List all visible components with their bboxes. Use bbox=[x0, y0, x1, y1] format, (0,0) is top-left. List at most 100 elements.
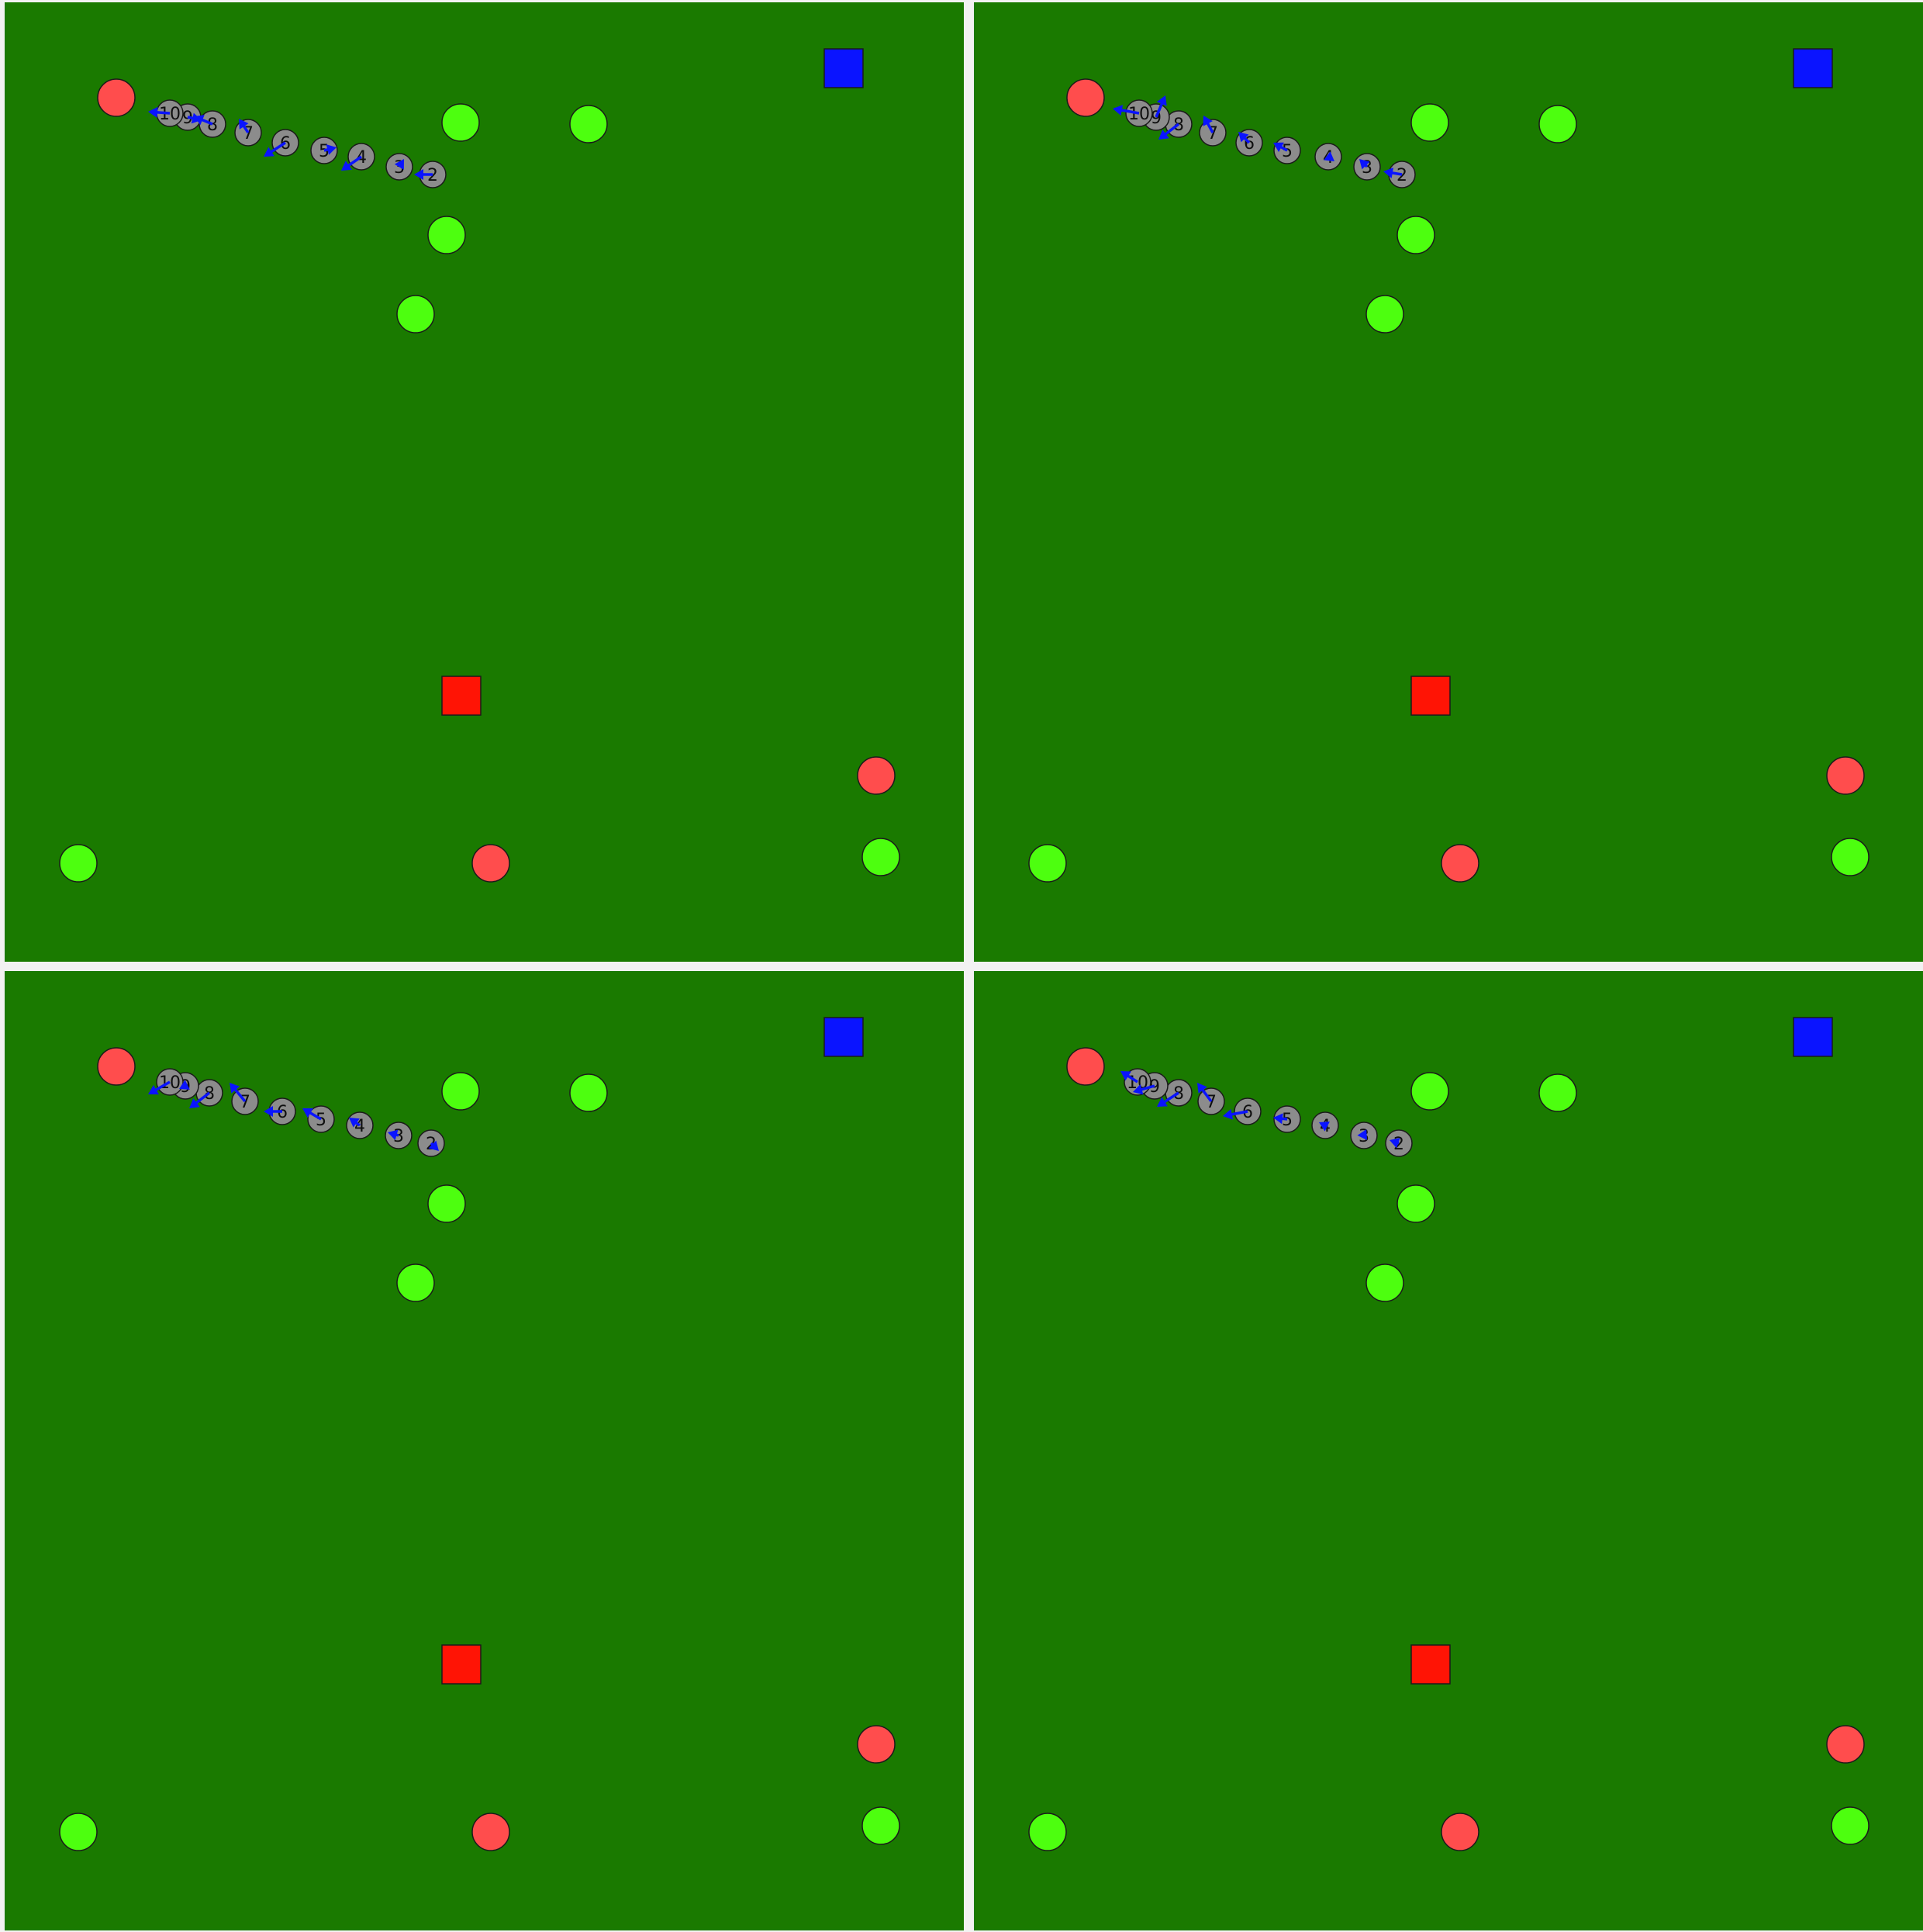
action-arrow-head bbox=[1324, 151, 1334, 161]
red-circle-object bbox=[1066, 78, 1105, 117]
action-arrow bbox=[1319, 1122, 1330, 1132]
action-arrow-head bbox=[1133, 1084, 1144, 1095]
action-arrow bbox=[349, 1118, 361, 1128]
red-circle-object bbox=[1826, 756, 1865, 795]
red-square-goal bbox=[1410, 1644, 1451, 1685]
field-background bbox=[5, 971, 964, 1930]
action-arrow bbox=[239, 119, 250, 133]
action-arrow bbox=[1113, 105, 1140, 116]
action-arrow bbox=[189, 1091, 211, 1108]
step-label: 5 bbox=[1282, 142, 1293, 161]
game-scene-4: 2345678910 bbox=[974, 971, 1923, 1930]
action-arrow bbox=[1158, 123, 1180, 140]
action-arrow bbox=[1157, 1091, 1179, 1107]
step-label: 10 bbox=[159, 105, 181, 124]
action-arrow bbox=[1133, 1084, 1155, 1095]
action-arrow-head bbox=[264, 147, 274, 157]
action-arrow-shaft bbox=[268, 141, 286, 155]
action-arrow bbox=[179, 1080, 190, 1090]
action-arrow-head bbox=[1113, 105, 1124, 116]
green-circle-object bbox=[1028, 1813, 1067, 1851]
action-arrow bbox=[1238, 132, 1251, 144]
action-arrow bbox=[264, 1106, 282, 1117]
action-arrow bbox=[148, 1080, 171, 1095]
action-arrow bbox=[230, 1083, 247, 1103]
green-circle-object bbox=[59, 844, 98, 883]
action-arrow-head bbox=[1197, 1083, 1207, 1094]
action-arrow bbox=[1120, 1071, 1138, 1084]
action-arrow bbox=[1390, 1138, 1400, 1149]
blue-square-goal bbox=[1793, 48, 1833, 88]
step-label: 5 bbox=[316, 1111, 326, 1130]
step-label: 5 bbox=[319, 142, 330, 161]
action-arrow-head bbox=[239, 119, 249, 130]
blue-square-goal bbox=[1793, 1017, 1833, 1057]
action-arrow bbox=[264, 141, 286, 157]
action-arrow-head bbox=[1273, 142, 1284, 152]
game-scene-1: 2345678910 bbox=[5, 2, 964, 962]
red-circle-object bbox=[1441, 1813, 1479, 1851]
action-arrow-head bbox=[1319, 1122, 1330, 1132]
action-arrow bbox=[1273, 142, 1288, 152]
red-circle-object bbox=[97, 78, 136, 117]
green-circle-object bbox=[861, 1806, 900, 1845]
green-circle-object bbox=[441, 103, 480, 142]
action-arrow-head bbox=[1223, 1108, 1234, 1120]
action-arrow-head bbox=[148, 1084, 159, 1095]
blue-square-goal bbox=[823, 1017, 864, 1057]
action-arrow-head bbox=[1238, 132, 1249, 143]
action-arrow-head bbox=[1158, 130, 1169, 140]
field-background bbox=[5, 2, 964, 962]
game-panel-2: 2345678910 bbox=[974, 2, 1923, 962]
action-arrow-head bbox=[1157, 1097, 1168, 1107]
action-arrow-shaft bbox=[153, 1080, 171, 1093]
red-circle-object bbox=[1826, 1725, 1865, 1764]
green-circle-object bbox=[396, 295, 435, 334]
step-label: 10 bbox=[1128, 105, 1150, 124]
step-label: 2 bbox=[1397, 166, 1407, 185]
action-arrow bbox=[388, 1129, 399, 1141]
game-panel-4: 2345678910 bbox=[974, 971, 1923, 1930]
action-arrow-head bbox=[326, 144, 337, 155]
green-circle-object bbox=[1831, 1806, 1869, 1845]
green-circle-object bbox=[569, 1073, 608, 1112]
green-circle-object bbox=[1410, 103, 1449, 142]
action-arrow-shaft bbox=[1161, 1091, 1179, 1105]
red-square-goal bbox=[441, 676, 482, 716]
action-arrow bbox=[194, 115, 213, 126]
action-arrow-head bbox=[349, 1118, 360, 1128]
red-square-goal bbox=[441, 1644, 482, 1685]
action-arrow-shaft bbox=[193, 1091, 211, 1106]
action-arrow-head bbox=[394, 159, 404, 170]
action-arrow bbox=[1273, 1113, 1288, 1125]
action-arrow bbox=[1383, 168, 1403, 178]
field-background bbox=[974, 2, 1923, 962]
red-circle-object bbox=[1441, 844, 1479, 883]
action-arrow-head bbox=[428, 1140, 439, 1151]
green-circle-object bbox=[1397, 1184, 1435, 1223]
action-arrow-head bbox=[179, 1080, 190, 1090]
action-arrow bbox=[1155, 95, 1167, 118]
action-arrow-head bbox=[1390, 1138, 1400, 1149]
action-arrow-head bbox=[1120, 1071, 1131, 1081]
action-arrow-head bbox=[302, 1108, 313, 1118]
green-circle-object bbox=[1397, 216, 1435, 254]
green-circle-object bbox=[1365, 295, 1404, 334]
game-scene-3: 2345678910 bbox=[5, 971, 964, 1930]
action-arrow-shaft bbox=[1228, 1110, 1248, 1117]
action-arrow-head bbox=[194, 115, 205, 126]
action-arrow bbox=[341, 155, 362, 171]
action-arrow bbox=[323, 144, 337, 155]
action-arrow-head bbox=[1203, 116, 1213, 126]
action-arrow bbox=[1197, 1083, 1213, 1103]
red-circle-object bbox=[1066, 1047, 1105, 1086]
red-circle-object bbox=[471, 844, 510, 883]
action-arrow bbox=[148, 106, 171, 118]
green-circle-object bbox=[1538, 1073, 1577, 1112]
action-arrow bbox=[1203, 116, 1214, 133]
action-arrow bbox=[394, 159, 404, 170]
action-arrow-head bbox=[414, 169, 423, 180]
action-arrow-head bbox=[1273, 1113, 1283, 1125]
action-arrow bbox=[414, 169, 433, 180]
